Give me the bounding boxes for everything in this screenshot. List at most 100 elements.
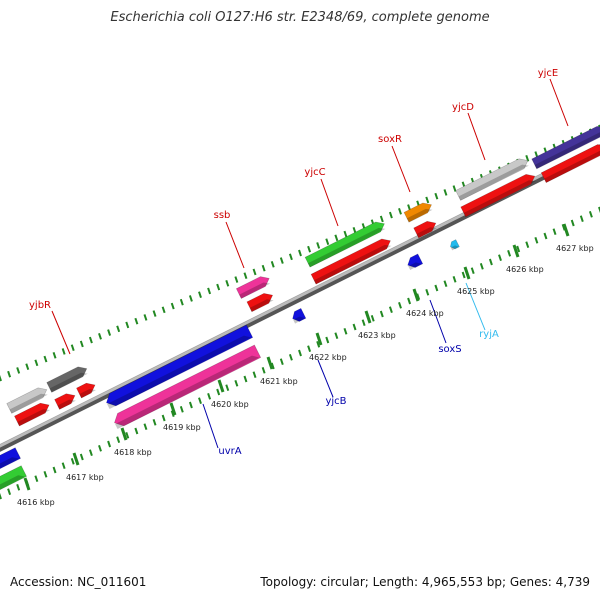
scale-tick-label: 4621 kbp — [260, 377, 298, 386]
cds-box-shade — [544, 150, 600, 183]
map-title: Escherichia coli O127:H6 str. E2348/69, … — [110, 10, 490, 25]
ruler-tick — [7, 370, 12, 378]
cds-box-shade — [463, 180, 536, 217]
gene-box — [455, 158, 529, 201]
ruler-tick — [525, 241, 530, 248]
ruler-tick — [470, 267, 475, 274]
reverse-gene-shade — [450, 245, 459, 251]
major-tick — [463, 266, 471, 280]
cds-box-body — [54, 393, 76, 410]
scale-labels: 4616 kbp 4617 kbp 4618 kbp 4619 kbp 4620 kbp… — [17, 223, 594, 507]
ruler-tick — [325, 336, 330, 344]
ruler-tick — [298, 349, 302, 357]
ruler-tick — [116, 436, 121, 443]
major-tick — [120, 427, 128, 441]
gene-callout-line — [549, 78, 569, 127]
gene-box-shade — [9, 393, 48, 414]
reverse-gene-shade — [107, 335, 252, 410]
major-tick — [266, 356, 274, 370]
gene-callout-line — [429, 299, 447, 344]
ruler-tick — [543, 232, 548, 240]
major-tick — [23, 477, 31, 491]
ruler-tick — [70, 344, 75, 352]
ruler-tick — [488, 258, 493, 266]
reverse-gene-body — [0, 447, 21, 474]
scale-tick-label: 4625 kbp — [457, 287, 495, 296]
ruler-tick — [143, 423, 148, 430]
scale-tick-label: 4624 kbp — [406, 309, 444, 318]
cds-box — [310, 238, 392, 285]
ruler-tick — [534, 237, 539, 244]
ruler-tick — [170, 410, 175, 417]
ruler-tick — [434, 192, 439, 200]
major-tick — [562, 223, 570, 237]
ruler-tick — [243, 272, 248, 280]
cds-box-shade — [416, 227, 437, 238]
reverse-gene-shade — [0, 475, 26, 495]
ruler-tick — [479, 263, 484, 270]
gene-callout-line — [51, 310, 71, 355]
reverse-gene-body — [106, 324, 254, 407]
ruler-tick — [88, 336, 93, 344]
gene-label-uvrA: uvrA — [218, 446, 241, 457]
accession-label: Accession: NC_011601 — [10, 575, 147, 589]
gene-label-yjcC: yjcC — [304, 167, 325, 178]
ruler-tick — [107, 329, 112, 336]
ruler-tick — [252, 268, 257, 276]
ruler-tick — [143, 314, 148, 321]
reverse-gene-shade — [0, 457, 20, 477]
ruler-tick — [88, 449, 93, 456]
ruler-tick — [79, 340, 84, 348]
ruler-tick — [343, 230, 348, 238]
ruler-tick — [352, 323, 357, 331]
gene-label-yjcB: yjcB — [325, 396, 346, 407]
gene-box-body — [531, 126, 600, 170]
gene-label-yjcE: yjcE — [538, 68, 559, 79]
ruler-tick — [279, 358, 284, 365]
gene-label-ryjA: ryjA — [479, 329, 499, 340]
ruler-tick — [516, 245, 521, 253]
ruler-tick — [334, 234, 339, 242]
ruler-tick — [0, 492, 2, 500]
reverse-gene — [407, 253, 424, 271]
reverse-gene — [114, 344, 262, 430]
ruler-tick — [207, 393, 212, 400]
cds-box-shade — [79, 389, 97, 398]
gene-callout-line — [391, 145, 411, 193]
gene-box — [235, 276, 271, 299]
scale-tick-label: 4626 kbp — [506, 265, 544, 274]
ruler-tick — [407, 297, 412, 305]
gene-box — [46, 366, 88, 393]
ruler-tick — [288, 354, 293, 361]
ruler-tick — [179, 406, 184, 413]
ruler-tick — [225, 279, 230, 287]
reverse-gene — [106, 324, 254, 410]
gene-box — [403, 202, 433, 223]
feature-track — [0, 126, 600, 495]
cds-box — [540, 144, 600, 183]
ruler-tick — [198, 397, 202, 404]
ruler-tick — [125, 432, 130, 439]
ruler-tick — [243, 375, 248, 383]
gene-box-shade — [239, 282, 271, 299]
ruler-tick — [43, 355, 48, 363]
ruler-tick — [179, 298, 184, 306]
gene-callout-line — [467, 112, 486, 161]
ruler-tick — [343, 328, 348, 335]
gene-label-soxS: soxS — [438, 344, 461, 355]
ruler-tick — [288, 253, 293, 261]
ruler-tick — [261, 367, 266, 374]
ruler-tick — [61, 462, 66, 469]
gene-callouts: yjbR ssb yjcC soxR yjcD yjcE uvrA yjcB soxS ryjA — [29, 68, 569, 457]
ruler-tick — [234, 380, 239, 387]
ruler-tick — [134, 427, 139, 435]
ruler-tick — [16, 367, 21, 374]
ruler-tick — [170, 302, 175, 310]
ruler-tick — [52, 351, 57, 359]
reverse-gene-body — [450, 239, 460, 250]
ruler-tick — [270, 261, 275, 268]
gene-callout-line — [320, 178, 339, 227]
ruler-tick — [161, 306, 166, 314]
scale-tick-label: 4617 kbp — [66, 473, 104, 482]
cds-box-body — [460, 174, 536, 218]
